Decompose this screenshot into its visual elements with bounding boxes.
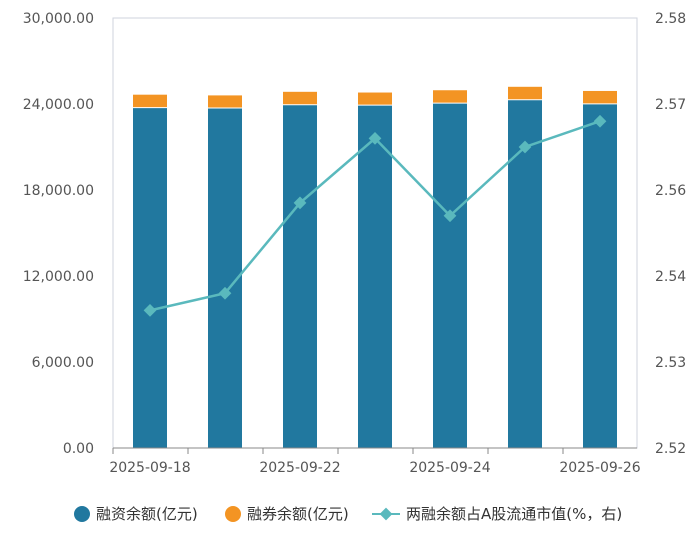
y-right-tick-label: 2.52 <box>655 441 686 457</box>
x-tick-label: 2025-09-18 <box>109 460 190 476</box>
y-right-tick-label: 2.53 <box>655 355 686 371</box>
bar-financing-2025-09-18[interactable] <box>133 107 167 448</box>
x-tick-label: 2025-09-24 <box>409 460 490 476</box>
y-right-tick-label: 2.54 <box>655 269 686 285</box>
x-tick-label: 2025-09-26 <box>559 460 640 476</box>
y-left-tick-label: 30,000.00 <box>23 11 94 27</box>
bar-financing-2025-09-22[interactable] <box>283 104 317 448</box>
legend-marker-securities-lending <box>225 506 241 522</box>
bar-financing-2025-09-26[interactable] <box>583 103 617 449</box>
legend-marker-ratio-diamond <box>379 507 393 521</box>
y-left-tick-label: 12,000.00 <box>23 269 94 285</box>
y-right-tick-label: 2.57 <box>655 97 686 113</box>
y-right-tick-label: 2.58 <box>655 11 686 27</box>
ratio-point-2025-09-19[interactable] <box>218 286 232 300</box>
bar-securities-lending-2025-09-19[interactable] <box>208 95 242 109</box>
bar-securities-lending-2025-09-23[interactable] <box>358 92 392 106</box>
y-left-tick-label: 6,000.00 <box>32 355 94 371</box>
y-right-tick-label: 2.56 <box>655 183 686 199</box>
bar-securities-lending-2025-09-22[interactable] <box>283 91 317 105</box>
x-tick-label: 2025-09-22 <box>259 460 340 476</box>
y-left-tick-label: 24,000.00 <box>23 97 94 113</box>
ratio-point-2025-09-18[interactable] <box>143 304 157 317</box>
bar-securities-lending-2025-09-26[interactable] <box>583 90 617 104</box>
bar-securities-lending-2025-09-25[interactable] <box>508 86 542 100</box>
x-axis: 2025-09-18 2025-09-22 2025-09-24 2025-09-26 <box>109 447 641 476</box>
legend-item-ratio[interactable]: 两融余额占A股流通市值(%，右) <box>372 505 622 523</box>
legend-item-financing[interactable]: 融资余额(亿元) <box>74 505 198 523</box>
legend-label-ratio: 两融余额占A股流通市值(%，右) <box>406 505 622 523</box>
bar-securities-lending-2025-09-18[interactable] <box>133 94 167 108</box>
right-axis: 2.52 2.53 2.54 2.56 2.57 2.58 <box>655 11 686 457</box>
bar-financing-2025-09-23[interactable] <box>358 105 392 448</box>
ratio-point-2025-09-24[interactable] <box>443 209 457 223</box>
y-left-tick-label: 18,000.00 <box>23 183 94 199</box>
y-left-tick-label: 0.00 <box>63 441 94 457</box>
legend-item-securities-lending[interactable]: 融券余额(亿元) <box>225 505 349 523</box>
bar-layer <box>133 86 617 449</box>
legend-label-securities-lending: 融券余额(亿元) <box>247 505 349 523</box>
ratio-point-2025-09-22[interactable] <box>293 196 307 210</box>
legend-label-financing: 融资余额(亿元) <box>96 505 198 523</box>
line-layer <box>143 114 607 317</box>
ratio-point-2025-09-23[interactable] <box>368 132 382 145</box>
bar-securities-lending-2025-09-24[interactable] <box>433 90 467 104</box>
legend: 融资余额(亿元) 融券余额(亿元) 两融余额占A股流通市值(%，右) <box>74 505 622 523</box>
left-axis: 0.00 6,000.00 12,000.00 18,000.00 24,000.00 3… <box>23 11 94 457</box>
bar-financing-2025-09-24[interactable] <box>433 103 467 448</box>
legend-marker-financing <box>74 506 90 522</box>
